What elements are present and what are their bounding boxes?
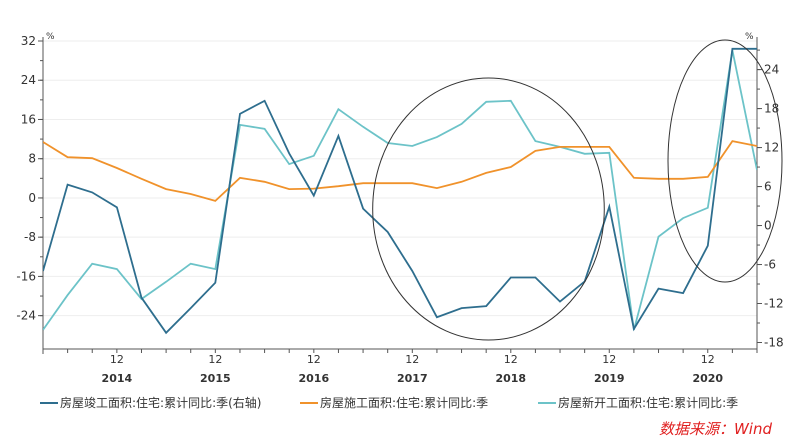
y-left-tick-label: 32 (21, 34, 36, 48)
series-line-0 (43, 47, 757, 335)
x-tick-label-month: 12 (110, 353, 124, 366)
x-tick-label-month: 12 (307, 353, 321, 366)
legend-swatch (300, 401, 318, 404)
x-tick-label-year: 2019 (594, 372, 625, 385)
source-note: 数据来源：Wind (658, 420, 772, 438)
y-right-tick-label: 12 (764, 141, 779, 155)
x-tick-label-month: 12 (504, 353, 518, 366)
y-left-tick-label: 24 (21, 73, 36, 87)
x-tick-label-month: 12 (602, 353, 616, 366)
x-tick-label-year: 2016 (299, 372, 330, 385)
y-right-tick-label: 6 (764, 180, 772, 194)
x-tick-label-year: 2018 (495, 372, 526, 385)
series-line-2 (43, 50, 757, 331)
y-left-tick-label: 8 (28, 152, 36, 166)
legend-label: 房屋竣工面积:住宅:累计同比:季(右轴) (60, 396, 262, 410)
annotation-ellipse (667, 39, 783, 283)
y-left-tick-label: 0 (28, 191, 36, 205)
annotation-ellipse (372, 77, 605, 341)
y-right-tick-label: 24 (764, 63, 779, 77)
x-tick-label-year: 2020 (692, 372, 723, 385)
legend-swatch (40, 401, 58, 404)
legend-item-under-construction: 房屋施工面积:住宅:累计同比:季 (300, 394, 488, 411)
x-tick-label-month: 12 (208, 353, 222, 366)
y-right-tick-label: -12 (764, 297, 784, 311)
legend-label: 房屋施工面积:住宅:累计同比:季 (320, 396, 489, 410)
y-right-tick-label: -6 (764, 258, 776, 272)
x-tick-label-year: 2015 (200, 372, 231, 385)
x-tick-label-year: 2017 (397, 372, 428, 385)
legend-label: 房屋新开工面积:住宅:累计同比:季 (558, 396, 739, 410)
y-left-tick-label: -8 (24, 230, 36, 244)
series-line-1 (43, 140, 757, 202)
legend-swatch (538, 401, 556, 404)
y-left-tick-label: -24 (16, 309, 36, 323)
x-tick-label-year: 2014 (102, 372, 133, 385)
legend-item-new-starts: 房屋新开工面积:住宅:累计同比:季 (538, 394, 738, 411)
legend-item-completed: 房屋竣工面积:住宅:累计同比:季(右轴) (40, 394, 262, 411)
x-tick-label-month: 12 (405, 353, 419, 366)
y-left-tick-label: -16 (16, 269, 36, 283)
y-left-unit: % (46, 32, 55, 42)
y-right-tick-label: -18 (764, 336, 784, 350)
y-left-tick-label: 16 (21, 112, 36, 126)
y-right-unit: % (745, 32, 754, 42)
x-tick-label-month: 12 (701, 353, 715, 366)
y-right-tick-label: 0 (764, 219, 772, 233)
